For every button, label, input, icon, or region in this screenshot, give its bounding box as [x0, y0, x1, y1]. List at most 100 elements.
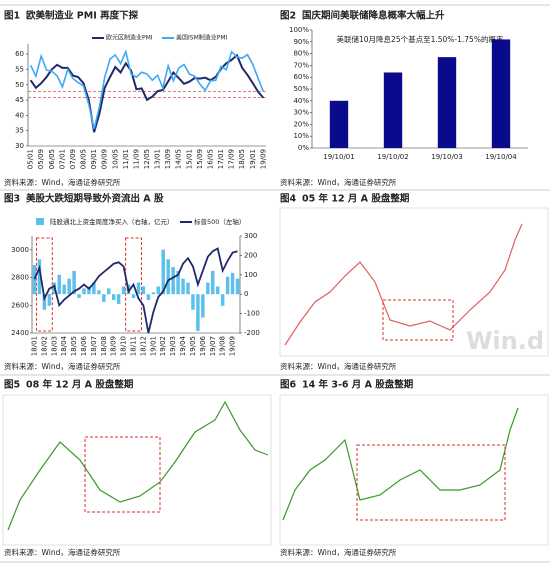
bar: [161, 249, 165, 295]
y-tick-label: 55: [15, 65, 24, 73]
panel-label: 图4: [280, 194, 297, 205]
bar: [82, 288, 86, 295]
y-tick-label: 60: [15, 50, 24, 58]
x-tick-label: 18/05: [238, 149, 246, 169]
panel-title: 14 年 3-6 月 A 股盘整期: [302, 379, 413, 391]
x-tick-label: 13/01: [154, 149, 162, 169]
x-tick-label: 09/01: [90, 149, 98, 169]
series-line: [29, 49, 265, 129]
y-tick-label: 50: [15, 81, 24, 89]
x-tick-label: 19/08: [219, 336, 227, 356]
bar: [37, 259, 42, 295]
x-tick-label: 19/01: [249, 149, 257, 169]
x-tick-label: 19/09: [229, 336, 237, 356]
x-tick-label: 19/10/03: [431, 153, 462, 161]
x-tick-label: 17/01: [217, 149, 225, 169]
bar: [92, 282, 96, 295]
bar: [383, 72, 403, 148]
y-tick-label: 35: [15, 127, 24, 135]
y-tick-label: 0: [244, 290, 248, 298]
x-tick-label: 18/06: [80, 335, 88, 356]
screenshot-frame: [2, 394, 272, 546]
bar: [102, 294, 106, 302]
bar: [57, 274, 61, 295]
source-note: 资料来源：Wind，海通证券研究所: [4, 361, 121, 371]
y-tick-label: 30: [15, 142, 24, 150]
bar: [111, 294, 116, 301]
x-tick-label: 10/05: [111, 149, 119, 169]
y-tick-label: 2400: [11, 329, 29, 337]
x-tick-label: 15/01: [185, 149, 193, 169]
panel-label: 图5: [4, 380, 20, 391]
x-tick-label: 18/09: [110, 336, 118, 356]
price-curve: [7, 400, 269, 531]
x-tick-label: 15/09: [196, 149, 204, 169]
legend-label: 陆股通北上资金周度净买入（右轴，亿元）: [50, 217, 174, 226]
y-tick-label: 200: [244, 251, 257, 259]
bar: [107, 288, 111, 295]
y-tick-label: 30%: [293, 109, 309, 117]
x-tick-label: 11/01: [122, 149, 130, 169]
bar: [146, 294, 151, 301]
bar: [211, 270, 215, 295]
x-tick-label: 11/09: [132, 149, 140, 169]
bar: [437, 57, 457, 148]
x-tick-label: 18/01: [30, 336, 38, 356]
y-tick-label: 0%: [298, 144, 309, 152]
x-tick-label: 08/05: [80, 149, 88, 169]
bar: [131, 294, 136, 299]
x-tick-label: 19/04: [179, 335, 187, 356]
x-tick-label: 19/10/01: [323, 153, 354, 161]
y-tick-label: 90%: [293, 38, 309, 46]
x-tick-label: 19/06: [199, 335, 207, 356]
bar: [151, 292, 156, 295]
bar: [171, 267, 175, 295]
y-tick-label: 2600: [11, 301, 29, 309]
y-tick-label: 20%: [293, 120, 309, 128]
x-tick-label: 19/10/04: [485, 153, 517, 161]
x-tick-label: 16/05: [206, 149, 214, 169]
y-tick-label: -100: [244, 310, 260, 318]
x-tick-label: 18/08: [100, 336, 108, 356]
panel-label: 图1: [4, 11, 20, 22]
x-tick-label: 07/01: [58, 149, 66, 169]
x-tick-label: 18/05: [70, 336, 78, 356]
legend-label: 美国ISM制造业PMI: [176, 34, 228, 42]
x-tick-label: 18/03: [50, 336, 58, 356]
y-tick-label: 45: [15, 96, 24, 104]
watermark: Win.d: [466, 327, 544, 355]
x-tick-label: 19/05: [189, 336, 197, 356]
bar: [42, 294, 47, 310]
bar: [62, 284, 66, 295]
x-tick-label: 14/05: [175, 149, 183, 169]
x-tick-label: 12/05: [143, 149, 151, 169]
panel-label: 图2: [280, 11, 296, 22]
panel-title: 08 年 12 月 A 股盘整期: [26, 379, 133, 391]
y-tick-label: 80%: [293, 50, 309, 58]
x-tick-label: 06/05: [48, 149, 56, 169]
series-line: [29, 53, 265, 133]
bar: [136, 282, 141, 295]
x-tick-label: 19/09: [259, 149, 267, 169]
x-tick-label: 18/10: [120, 336, 128, 356]
panel-title: 欧美制造业 PMI 再度下探: [26, 10, 139, 22]
x-tick-label: 05/09: [37, 149, 45, 169]
x-tick-label: 18/04: [60, 335, 68, 356]
bar: [186, 282, 190, 295]
source-note: 资料来源：Wind，海通证券研究所: [4, 547, 121, 557]
x-tick-label: 19/03: [169, 336, 177, 356]
bar: [87, 286, 91, 295]
bar: [121, 286, 126, 295]
bar: [97, 290, 101, 295]
x-tick-label: 19/02: [159, 336, 167, 356]
x-tick-label: 18/02: [40, 336, 48, 356]
highlight-box: [356, 444, 506, 521]
x-tick-label: 18/12: [139, 336, 147, 356]
x-tick-label: 05/01: [27, 149, 35, 169]
bar: [206, 282, 210, 295]
y-tick-label: 40: [15, 111, 24, 119]
source-note: 资料来源：Wind，海通证券研究所: [4, 177, 121, 187]
legend-label: 欧元区制造业PMI: [106, 34, 153, 42]
y-tick-label: 70%: [293, 61, 309, 69]
x-tick-label: 18/11: [130, 336, 138, 356]
